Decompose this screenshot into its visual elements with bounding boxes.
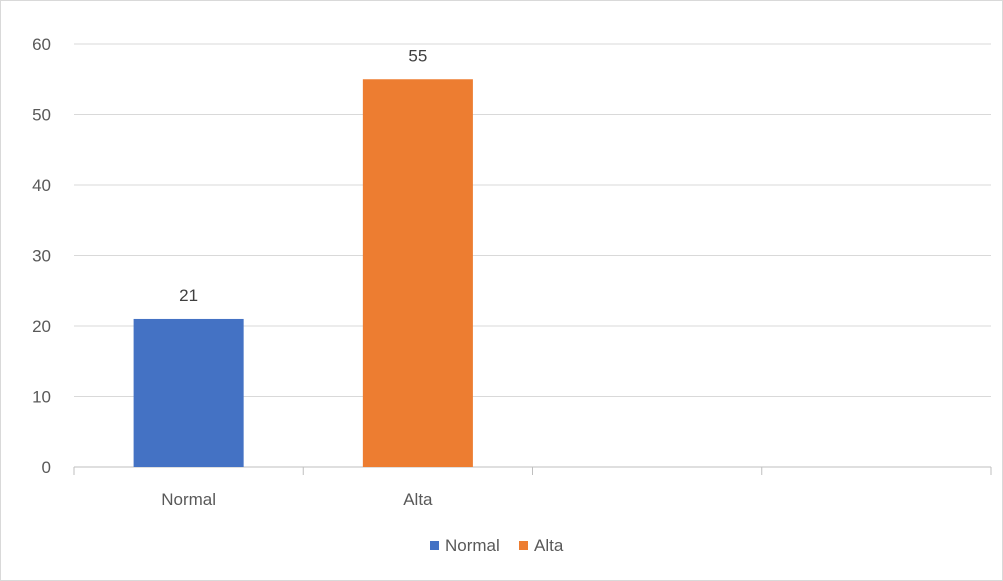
y-tick-label: 0 (42, 458, 51, 477)
bar-alta (362, 79, 473, 467)
y-tick-label: 50 (32, 106, 51, 125)
y-tick-label: 20 (32, 317, 51, 336)
legend-swatch (430, 541, 439, 550)
legend-label: Alta (534, 536, 564, 555)
bar-normal (133, 318, 244, 467)
x-tick-label: Alta (403, 490, 433, 509)
x-axis-tick-labels: Normal Alta (161, 490, 433, 509)
data-labels: 21 55 (179, 46, 427, 305)
legend: Normal Alta (430, 536, 564, 555)
y-tick-label: 40 (32, 176, 51, 195)
y-tick-label: 60 (32, 35, 51, 54)
legend-swatch (519, 541, 528, 550)
y-tick-label: 30 (32, 247, 51, 266)
data-label: 55 (408, 46, 427, 65)
data-label: 21 (179, 286, 198, 305)
bars (133, 79, 473, 467)
x-axis (73, 466, 992, 475)
y-tick-label: 10 (32, 388, 51, 407)
x-tick-label: Normal (161, 490, 216, 509)
y-axis-tick-labels: 0 10 20 30 40 50 60 (32, 35, 51, 477)
legend-label: Normal (445, 536, 500, 555)
